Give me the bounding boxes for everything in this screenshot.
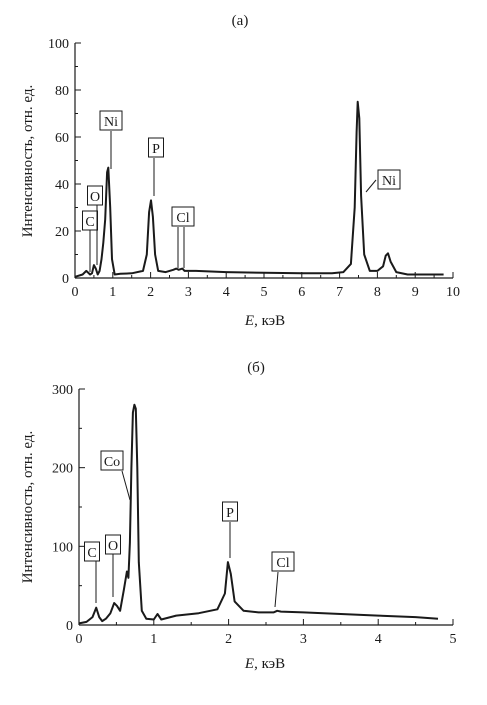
panel-b-x-tick-label: 5: [450, 632, 457, 647]
panel-a-element-label: Ni: [104, 115, 118, 130]
panel-a-element-label: O: [90, 190, 100, 205]
panel-b-y-tick-label: 300: [52, 383, 73, 398]
panel-a-x-tick-label: 7: [336, 285, 343, 300]
panel-b-xlabel-symbol: E: [244, 656, 254, 672]
panel-b-title: (б): [247, 360, 265, 376]
panel-a-x-tick-label: 9: [412, 285, 419, 300]
panel-b-plot: 0 1 2 3 4 5 0 100 200 300 C O Co P Cl: [52, 383, 457, 647]
panel-b-element-label-box: [105, 534, 121, 555]
panel-b-x-tick-label: 4: [375, 632, 382, 647]
panel-b-y-tick-label: 0: [66, 619, 73, 634]
panel-a-element-label: P: [152, 142, 160, 157]
panel-b-xlabel-unit: , кэВ: [254, 656, 285, 672]
panel-a-title: (а): [232, 13, 249, 29]
panel-a-x-tick-label: 4: [223, 285, 230, 300]
panel-a-y-tick-label: 0: [62, 272, 69, 287]
panel-a-element-label-box: [171, 206, 195, 227]
panel-a-y-tick-label: 100: [48, 37, 69, 52]
panel-a-ylabel: Интенсивность, отн. ед.: [20, 85, 36, 238]
panel-b-x-tick-label: 1: [150, 632, 157, 647]
panel-a-x-tick-label: 3: [185, 285, 192, 300]
panel-b-spectrum-line: [78, 403, 439, 625]
panel-a-element-label: Ni: [382, 174, 396, 189]
panel-a-y-tick-label: 40: [55, 178, 69, 193]
panel-b-x-tick-label: 2: [225, 632, 232, 647]
panel-a-x-tick-label: 10: [446, 285, 460, 300]
panel-a-x-tick-label: 5: [261, 285, 268, 300]
panel-b-element-label: Co: [104, 455, 120, 470]
panel-a-element-label: C: [85, 215, 94, 230]
panel-a-element-label: Cl: [176, 211, 189, 226]
panel-a-element-label-box: [87, 185, 103, 206]
panel-b-element-label: P: [226, 506, 234, 521]
panel-a-xlabel-unit: , кэВ: [254, 313, 285, 329]
panel-b-xlabel: E, кэВ: [244, 656, 285, 672]
panel-b-element-label: O: [108, 539, 118, 554]
panel-a-xlabel-symbol: E: [244, 313, 254, 329]
panel-a-x-tick-label: 0: [72, 285, 79, 300]
panel-a-spectrum-line: [74, 100, 444, 278]
panel-a: (а) Интенсивность, отн. ед. E, кэВ 0 1 2 3 4…: [20, 13, 460, 329]
panel-a-element-label-box: [148, 137, 164, 158]
panel-b-element-label: Cl: [276, 556, 289, 571]
panel-a-y-tick-label: 80: [55, 84, 69, 99]
panel-a-y-tick-label: 60: [55, 131, 69, 146]
panel-b-leader-line: [274, 571, 279, 608]
panel-a-y-tick-label: 20: [55, 225, 69, 240]
panel-a-x-tick-label: 6: [298, 285, 305, 300]
panel-b-x-tick-label: 3: [300, 632, 307, 647]
panel-a-x-tick-label: 1: [109, 285, 116, 300]
panel-a-x-tick-label: 2: [147, 285, 154, 300]
panel-a-leader-line: [365, 179, 377, 193]
panel-a-x-tick-label: 8: [374, 285, 381, 300]
panel-b-element-label: C: [87, 546, 96, 561]
panel-b: (б) Интенсивность, отн. ед. E, кэВ 0 1 2 3 4…: [20, 360, 457, 672]
panel-b-element-label-box: [222, 501, 238, 522]
panel-b-ylabel: Интенсивность, отн. ед.: [20, 431, 36, 584]
panel-a-element-label-box: [377, 169, 401, 190]
panel-b-x-tick-label: 0: [76, 632, 83, 647]
panel-b-element-label-box: [271, 551, 295, 572]
panel-b-y-tick-label: 200: [52, 462, 73, 477]
panel-b-element-label-box: [84, 541, 100, 562]
panel-b-leader-line: [121, 470, 131, 501]
panel-b-element-label-box: [100, 450, 124, 471]
panel-b-y-tick-label: 100: [52, 540, 73, 555]
panel-a-xlabel: E, кэВ: [244, 313, 285, 329]
panel-a-element-label-box: [99, 110, 123, 131]
